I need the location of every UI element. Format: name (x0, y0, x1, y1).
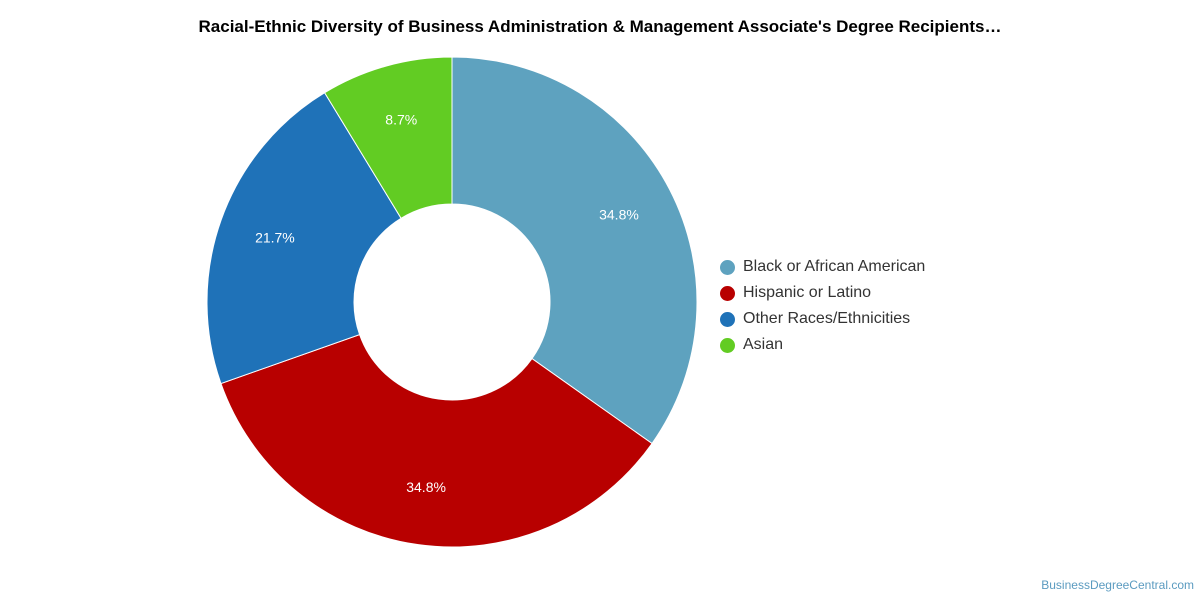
legend-label: Asian (743, 336, 784, 353)
chart-legend: Black or African American Hispanic or Lat… (720, 254, 925, 358)
chart-title: Racial-Ethnic Diversity of Business Admi… (198, 17, 1002, 36)
legend-swatch-icon (720, 311, 735, 327)
legend-swatch-icon (720, 337, 735, 353)
slice-value-label: 34.8% (406, 479, 446, 495)
source-credit[interactable]: BusinessDegreeCentral.com (1041, 578, 1194, 592)
donut-slice[interactable] (323, 56, 453, 219)
legend-item[interactable]: Asian (720, 332, 925, 358)
legend-item[interactable]: Hispanic or Latino (720, 280, 925, 306)
donut-slice[interactable] (220, 333, 653, 548)
legend-label: Other Races/Ethnicities (743, 310, 911, 327)
legend-label: Hispanic or Latino (743, 284, 872, 301)
legend-swatch-icon (720, 259, 735, 275)
slice-value-label: 34.8% (599, 206, 639, 222)
donut-slice[interactable] (451, 56, 698, 445)
legend-item[interactable]: Other Races/Ethnicities (720, 306, 925, 332)
donut-slice[interactable] (206, 92, 402, 385)
slice-value-label: 21.7% (255, 230, 295, 246)
legend-item[interactable]: Black or African American (720, 254, 925, 280)
slice-value-label: 8.7% (385, 112, 417, 128)
legend-label: Black or African American (743, 258, 926, 275)
legend-swatch-icon (720, 285, 735, 301)
